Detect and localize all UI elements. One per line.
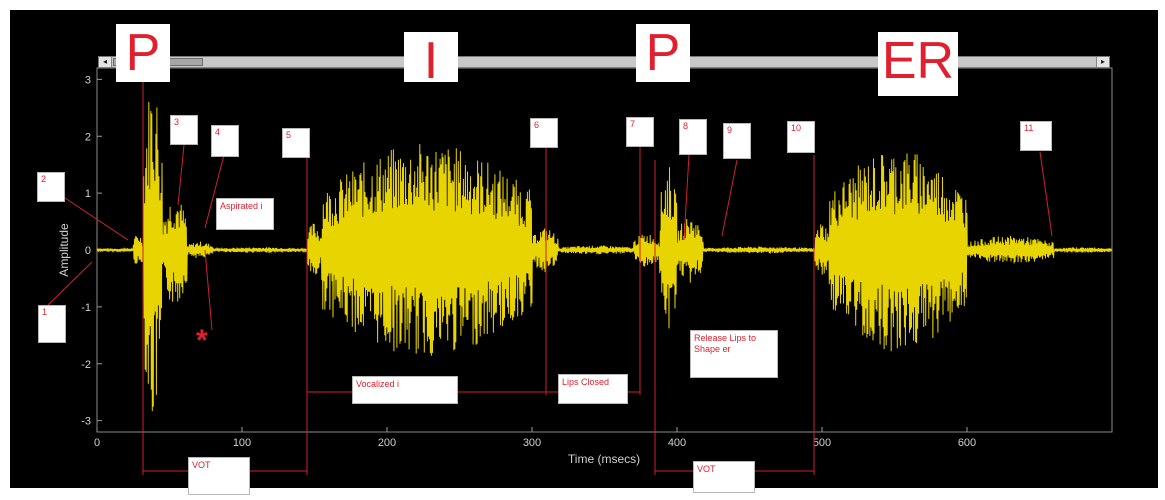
x-tick-label: 200 [378,437,396,449]
marker-8: 8 [679,119,707,155]
y-tick-label: 0 [85,245,91,257]
y-tick-label: -2 [81,359,91,371]
annotation-line [61,195,129,241]
y-axis: 3 2 1 0 -1 -2 -3 [81,74,102,428]
segment-label-p2: P [636,24,690,82]
annotation-line [1039,151,1053,237]
x-axis: 0 100 200 300 400 500 600 [94,427,976,449]
annotation-vot-1: VOT [188,457,250,495]
x-tick-label: 600 [958,437,976,449]
marker-10: 10 [787,121,815,153]
x-tick-label: 500 [813,437,831,449]
segment-label-p1: P [116,24,170,82]
y-tick-label: -3 [81,416,91,428]
annotation-line [177,144,185,206]
annotation-line [204,249,213,331]
annotation-release-lips: Release Lips to Shape er [690,330,778,378]
x-tick-label: 400 [668,437,686,449]
marker-3: 3 [170,115,198,145]
x-tick-label: 300 [523,437,541,449]
x-axis-label: Time (msecs) [568,452,640,466]
segment-label-i: I [404,32,458,82]
annotation-vocalized: Vocalized i [352,376,458,404]
marker-9: 9 [723,123,751,159]
marker-5: 5 [282,128,310,158]
annotation-lines [47,82,1053,475]
marker-2: 2 [37,172,65,202]
marker-1: 1 [38,305,66,343]
marker-11: 11 [1020,121,1052,151]
waveform-series-line [96,101,1112,412]
y-tick-label: 3 [85,74,91,86]
annotation-vot-2: VOT [693,461,755,493]
annotation-lips-closed: Lips Closed [558,374,628,404]
y-tick-label: 1 [85,188,91,200]
annotation-line [721,159,738,237]
marker-7: 7 [626,117,654,147]
annotation-line [204,154,225,229]
y-tick-label: 2 [85,131,91,143]
annotation-line [47,261,93,306]
y-axis-label: Amplitude [57,223,71,277]
annotation-line [683,154,690,241]
annotation-aspirated: Aspirated i [216,198,274,230]
marker-4: 4 [211,125,239,157]
y-tick-label: -1 [81,302,91,314]
segment-label-er: ER [878,32,958,96]
scroll-right-arrow-icon[interactable]: ▸ [1096,57,1109,67]
x-tick-label: 0 [94,437,100,449]
x-tick-label: 100 [233,437,251,449]
marker-6: 6 [530,118,558,148]
scroll-left-arrow-icon[interactable]: ◂ [99,57,112,67]
asterisk-annotation: * [196,324,208,357]
